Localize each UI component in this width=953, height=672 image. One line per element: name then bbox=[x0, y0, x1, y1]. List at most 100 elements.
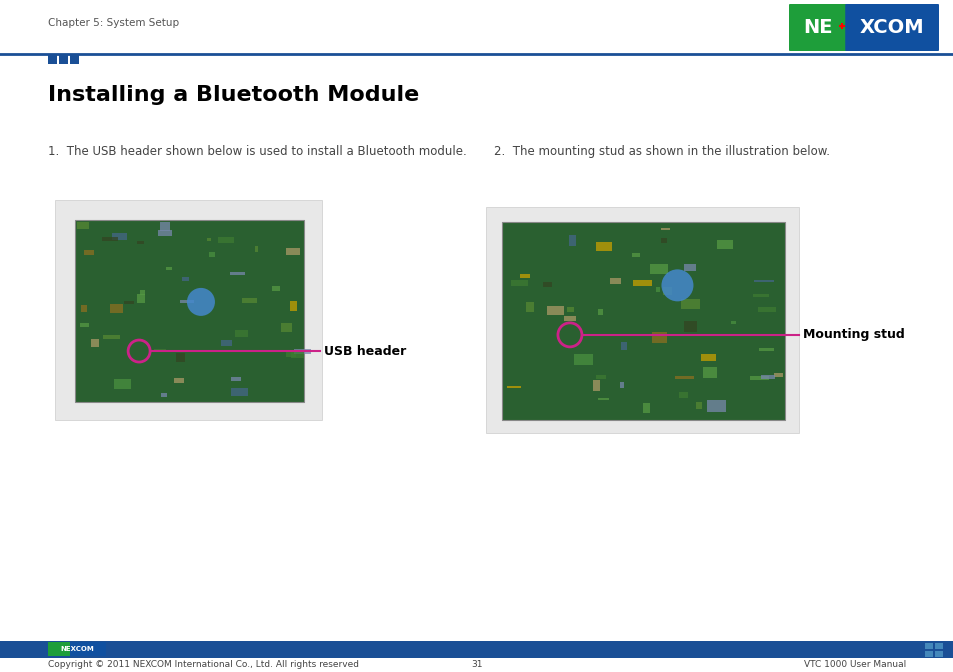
Bar bbox=[48, 642, 70, 656]
Bar bbox=[656, 288, 659, 292]
Bar bbox=[660, 238, 666, 243]
Bar bbox=[75, 220, 304, 402]
Bar bbox=[158, 230, 172, 237]
Bar bbox=[568, 235, 576, 245]
Bar bbox=[48, 55, 57, 64]
Bar bbox=[618, 382, 623, 388]
Bar bbox=[592, 380, 599, 391]
Bar bbox=[112, 233, 127, 240]
Bar bbox=[506, 386, 520, 388]
Bar bbox=[758, 348, 773, 351]
Bar bbox=[620, 342, 626, 349]
Bar bbox=[598, 308, 602, 314]
Text: 1.  The USB header shown below is used to install a Bluetooth module.: 1. The USB header shown below is used to… bbox=[48, 145, 466, 158]
Text: XCOM: XCOM bbox=[859, 18, 923, 37]
Bar bbox=[631, 253, 639, 257]
Bar bbox=[173, 378, 183, 383]
Bar bbox=[84, 250, 93, 255]
Text: 2.  The mounting stud as shown in the illustration below.: 2. The mounting stud as shown in the ill… bbox=[494, 145, 829, 158]
Bar bbox=[680, 298, 699, 309]
Bar bbox=[70, 642, 106, 656]
Bar bbox=[662, 287, 671, 295]
Bar bbox=[749, 376, 768, 380]
Bar bbox=[254, 246, 257, 252]
Bar bbox=[596, 242, 612, 251]
Bar bbox=[160, 393, 167, 397]
Bar bbox=[291, 350, 304, 358]
Bar bbox=[182, 277, 189, 281]
Bar bbox=[103, 335, 120, 339]
Bar bbox=[281, 323, 292, 331]
Bar bbox=[77, 222, 90, 229]
Bar bbox=[760, 375, 775, 379]
FancyBboxPatch shape bbox=[844, 4, 938, 51]
Bar bbox=[542, 282, 552, 287]
Bar bbox=[501, 222, 784, 420]
Bar bbox=[574, 354, 593, 365]
Bar bbox=[700, 354, 715, 361]
Bar bbox=[70, 55, 79, 64]
Bar bbox=[137, 241, 144, 244]
Bar bbox=[166, 267, 172, 270]
Bar bbox=[597, 398, 609, 400]
Bar bbox=[160, 222, 170, 231]
Bar bbox=[706, 401, 725, 413]
Circle shape bbox=[660, 269, 693, 301]
Text: Installing a Bluetooth Module: Installing a Bluetooth Module bbox=[48, 85, 418, 105]
Bar bbox=[674, 376, 693, 379]
Bar bbox=[290, 301, 296, 311]
Bar bbox=[683, 264, 696, 271]
Bar bbox=[59, 55, 68, 64]
Bar bbox=[678, 392, 687, 398]
Bar bbox=[242, 298, 256, 304]
Bar bbox=[651, 333, 666, 343]
Text: Mounting stud: Mounting stud bbox=[802, 329, 903, 341]
Bar bbox=[696, 402, 700, 409]
Bar bbox=[176, 353, 185, 362]
Bar bbox=[702, 368, 716, 378]
Bar bbox=[717, 240, 732, 249]
Bar bbox=[80, 305, 87, 312]
Bar bbox=[649, 265, 668, 274]
Bar bbox=[485, 207, 799, 433]
Bar bbox=[230, 272, 245, 275]
Bar bbox=[220, 340, 232, 346]
Bar bbox=[525, 302, 533, 312]
Bar bbox=[55, 200, 322, 420]
Bar bbox=[660, 228, 669, 230]
Bar bbox=[934, 643, 942, 649]
Bar bbox=[511, 280, 527, 286]
Bar bbox=[934, 651, 942, 657]
Bar bbox=[773, 373, 782, 377]
Bar bbox=[730, 321, 736, 324]
Bar bbox=[754, 280, 773, 282]
Bar bbox=[758, 307, 776, 312]
Bar bbox=[595, 376, 605, 379]
Bar bbox=[180, 300, 193, 303]
Bar bbox=[546, 306, 563, 315]
Bar bbox=[124, 302, 133, 304]
Bar bbox=[286, 352, 296, 357]
Circle shape bbox=[187, 288, 214, 316]
FancyBboxPatch shape bbox=[788, 4, 846, 51]
Bar bbox=[234, 330, 247, 337]
Bar bbox=[91, 339, 98, 347]
Text: VTC 1000 User Manual: VTC 1000 User Manual bbox=[803, 660, 905, 669]
Bar bbox=[140, 290, 145, 295]
Bar bbox=[609, 278, 620, 284]
Bar bbox=[285, 249, 299, 255]
Bar bbox=[642, 403, 650, 413]
Text: NEXCOM: NEXCOM bbox=[60, 646, 93, 652]
Bar bbox=[633, 280, 651, 286]
Text: Chapter 5: System Setup: Chapter 5: System Setup bbox=[48, 18, 179, 28]
Bar bbox=[294, 349, 311, 354]
Bar bbox=[218, 237, 233, 243]
Bar bbox=[924, 643, 932, 649]
Bar bbox=[683, 321, 697, 333]
Bar bbox=[924, 651, 932, 657]
Bar bbox=[114, 379, 132, 389]
Bar bbox=[207, 238, 211, 241]
Bar bbox=[136, 294, 145, 304]
Bar bbox=[566, 307, 573, 312]
Bar bbox=[563, 317, 576, 321]
